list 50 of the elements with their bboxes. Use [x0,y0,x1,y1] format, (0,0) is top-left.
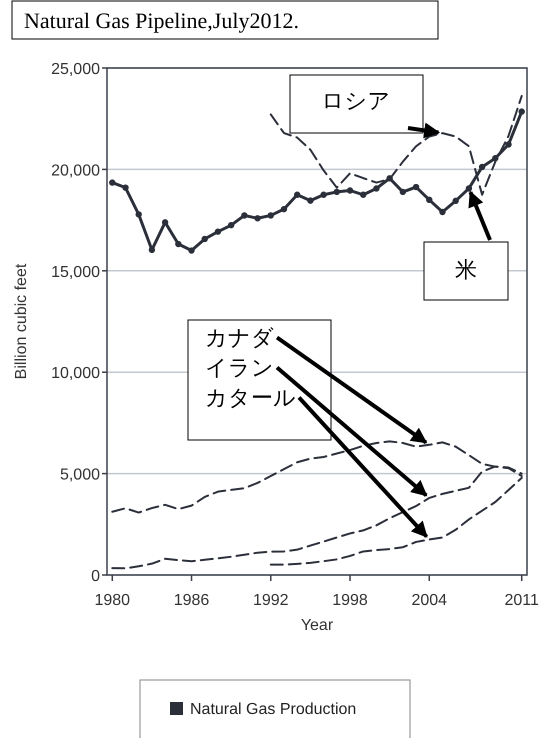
point [109,179,116,186]
point [188,247,195,254]
y-axis-title: Billion cubic feet [13,263,30,380]
y-tick-label: 0 [91,568,100,585]
point [294,192,300,198]
point [307,197,314,204]
legend-label: Natural Gas Production [190,701,356,718]
point [136,211,142,218]
point [320,192,327,198]
point [268,212,274,219]
point [334,188,340,196]
annotation: カタール [205,385,296,410]
y-tick-label: 5,000 [60,466,100,484]
point [228,222,234,228]
point [241,212,248,219]
x-tick-label: 2004 [411,592,448,609]
point [412,184,420,190]
point [478,164,486,170]
annotation: ロシア [322,88,390,113]
point [148,246,156,254]
y-tick-label: 20,000 [51,162,100,180]
point [175,240,182,248]
point [346,187,354,194]
point [466,185,472,192]
point [373,185,380,192]
x-tick-label: 1986 [174,592,210,609]
x-tick-label: 2011 [504,592,540,609]
x-axis-title: Year [300,617,334,634]
point [439,208,446,216]
point [280,206,288,212]
point [505,141,512,148]
point [426,196,432,204]
chart-title: Natural Gas Pipeline,July2012. [24,8,299,33]
annotation: 米 [455,257,477,282]
point [202,236,208,242]
annotation: イラン [205,355,274,380]
point [254,215,261,222]
point [400,188,406,196]
x-tick-label: 1992 [252,592,289,609]
point [214,228,222,235]
y-tick-label: 15,000 [51,264,100,281]
point [518,108,525,115]
point [122,184,129,191]
point [452,198,459,204]
y-tick-label: 10,000 [51,365,100,382]
annotation: カナダ [205,325,274,350]
x-tick-label: 1998 [332,592,368,609]
y-tick-label: 25,000 [51,61,100,78]
x-tick-label: 1980 [94,592,130,609]
point [360,192,366,198]
